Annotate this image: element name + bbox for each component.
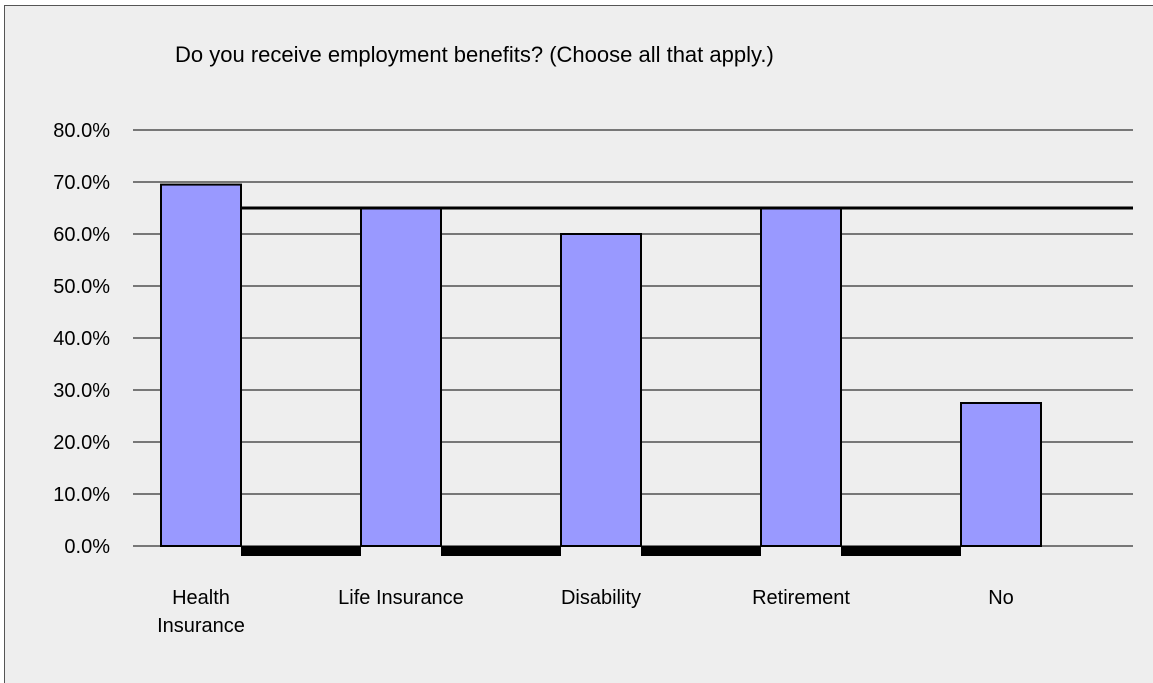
- baseline-gap-marker: [241, 546, 361, 556]
- baseline-gap-marker: [441, 546, 561, 556]
- y-tick-label: 0.0%: [64, 536, 110, 558]
- bar: [160, 183, 242, 547]
- baseline-gap-marker: [841, 546, 961, 556]
- y-tick-label: 70.0%: [53, 172, 110, 194]
- baseline-gap-marker: [641, 546, 761, 556]
- x-category-label: Life Insurance: [338, 587, 464, 609]
- y-tick-label: 60.0%: [53, 224, 110, 246]
- bar: [760, 207, 842, 547]
- y-tick-label: 50.0%: [53, 276, 110, 298]
- y-tick-label: 20.0%: [53, 432, 110, 454]
- y-tick-label: 80.0%: [53, 120, 110, 142]
- bar: [360, 207, 442, 547]
- bar: [560, 233, 642, 547]
- x-category-label: Health Insurance: [157, 587, 245, 637]
- bar: [960, 402, 1042, 547]
- x-category-label: Retirement: [752, 587, 850, 609]
- chart-title: Do you receive employment benefits? (Cho…: [175, 42, 774, 67]
- x-category-label: Disability: [561, 587, 641, 609]
- y-tick-label: 30.0%: [53, 380, 110, 402]
- y-tick-label: 40.0%: [53, 328, 110, 350]
- y-tick-label: 10.0%: [53, 484, 110, 506]
- x-category-label: No: [988, 587, 1014, 609]
